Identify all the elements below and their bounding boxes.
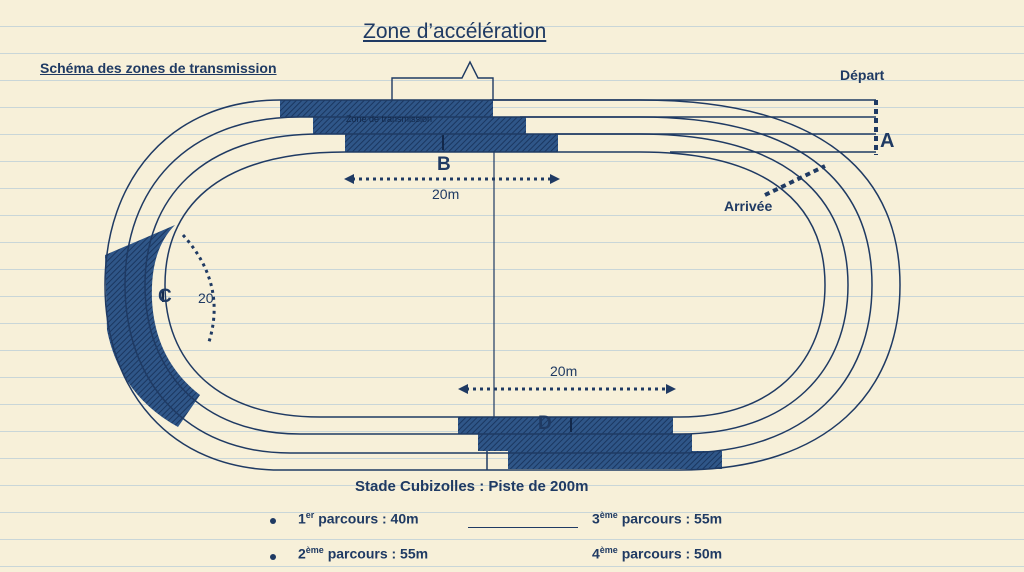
course-3: 3ème parcours : 55m: [592, 510, 723, 527]
point-b-label: B: [437, 154, 451, 175]
depart-label: Départ: [840, 67, 885, 83]
distance-b-label: 20m: [432, 186, 460, 202]
bullet-1: [270, 518, 276, 524]
point-d-label: D: [538, 413, 552, 434]
course-1: 1er parcours : 40m: [298, 510, 419, 527]
acceleration-brace: [391, 60, 494, 100]
zone-c: [105, 225, 200, 427]
bullet-2: [270, 554, 276, 560]
course-4: 4ème parcours : 50m: [592, 545, 723, 562]
zone-b-lane2: [313, 117, 526, 134]
zone-acceleration-label: Zone d’accélération: [363, 20, 547, 43]
diagram-title: Schéma des zones de transmission: [40, 60, 277, 76]
zone-d-lane1: [458, 417, 673, 434]
lane-line-4: [164, 151, 826, 418]
distance-d-label: 20m: [550, 363, 578, 379]
lane-line-1: [104, 99, 901, 471]
lane-line-2: [124, 116, 873, 454]
zone-small-label: Zone de transmission: [346, 114, 433, 124]
arrivee-label: Arrivée: [724, 198, 773, 214]
course-2: 2ème parcours : 55m: [298, 545, 429, 562]
stadium-label: Stade Cubizolles : Piste de 200m: [355, 478, 589, 495]
distance-arc-c: [181, 233, 216, 346]
finish-line: [764, 164, 826, 197]
zone-d-lane2: [478, 434, 692, 451]
point-a-label: A: [880, 130, 895, 152]
zone-b-lane1: [280, 100, 493, 117]
course-1-rule: [468, 527, 578, 528]
lane-line-3: [144, 133, 849, 435]
point-c-label: C: [158, 286, 172, 307]
zone-d-lane3: [508, 451, 722, 469]
distance-c-label: 20: [198, 290, 214, 306]
zone-b-lane3: [345, 134, 558, 152]
